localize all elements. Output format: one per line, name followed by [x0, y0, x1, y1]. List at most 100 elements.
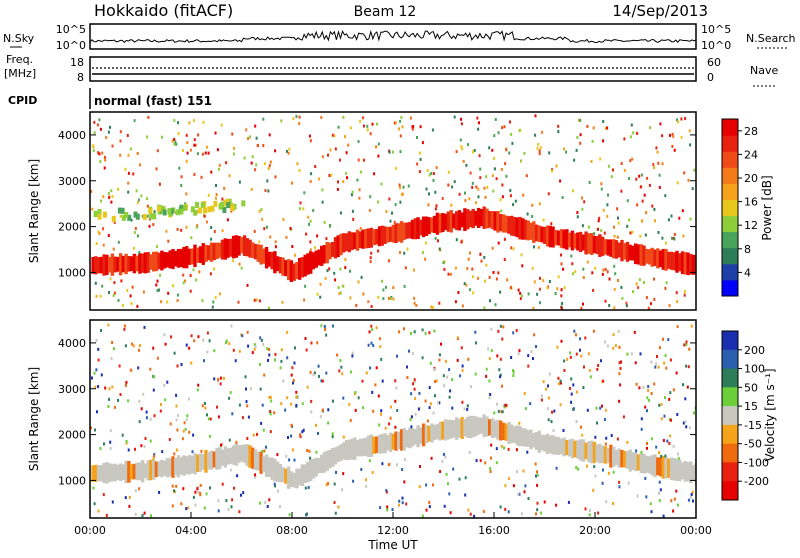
scatter-point: [138, 487, 141, 491]
scatter-point: [189, 148, 192, 152]
echo-column: [576, 440, 580, 459]
echo-column: [477, 207, 481, 228]
scatter-point: [316, 341, 319, 345]
scatter-point: [176, 227, 179, 231]
scatter-point: [563, 286, 566, 290]
scatter-point: [225, 339, 228, 343]
scatter-point: [432, 179, 435, 182]
echo-column: [625, 241, 630, 262]
scatter-point: [408, 349, 410, 353]
echo-column: [482, 206, 486, 229]
scatter-point: [133, 119, 136, 123]
upper-echo: [102, 211, 107, 218]
scatter-point: [321, 188, 324, 192]
scatter-point: [185, 343, 188, 347]
scatter-point: [600, 359, 602, 363]
scatter-point: [146, 204, 149, 208]
scatter-point: [330, 173, 333, 177]
scatter-point: [309, 456, 312, 460]
echo-column: [584, 231, 588, 255]
scatter-point: [365, 371, 368, 375]
echo-column: [275, 256, 280, 272]
scatter-point: [662, 439, 665, 442]
scatter-point: [395, 166, 398, 170]
scatter-point: [691, 187, 694, 191]
scatter-point: [217, 167, 220, 171]
scatter-point: [658, 480, 661, 484]
scatter-point: [685, 364, 688, 368]
echo-column: [292, 472, 296, 488]
scatter-point: [327, 408, 330, 412]
scatter-point: [563, 359, 566, 363]
upper-echo: [124, 212, 129, 218]
x-tick-label: 12:00: [377, 524, 409, 537]
scatter-point: [670, 214, 673, 218]
echo-column: [179, 248, 183, 268]
scatter-point: [351, 351, 354, 355]
scatter-point: [470, 385, 472, 389]
scatter-point: [374, 383, 377, 387]
echo-column: [309, 251, 313, 274]
scatter-point: [375, 366, 378, 370]
scatter-point: [401, 501, 404, 505]
echo-column: [606, 447, 610, 464]
scatter-point: [253, 343, 256, 347]
scatter-point: [95, 339, 98, 342]
scatter-point: [610, 434, 613, 437]
echo-column: [314, 457, 318, 477]
echo-column: [226, 238, 230, 258]
scatter-point: [619, 383, 622, 387]
scatter-point: [340, 365, 343, 369]
scatter-point: [230, 505, 233, 509]
scatter-point: [631, 157, 634, 161]
scatter-point: [665, 281, 668, 285]
scatter-point: [434, 207, 437, 211]
scatter-point: [171, 504, 174, 508]
scatter-point: [118, 364, 121, 368]
scatter-point: [612, 168, 614, 172]
echo-column: [138, 253, 142, 274]
scatter-point: [503, 258, 506, 261]
scatter-point: [295, 390, 298, 394]
scatter-point: [136, 234, 139, 238]
echo-column: [311, 458, 316, 479]
scatter-point: [442, 261, 445, 265]
scatter-point: [138, 250, 141, 254]
scatter-point: [98, 232, 101, 236]
scatter-point: [219, 376, 222, 380]
scatter-point: [675, 371, 678, 375]
echo-column: [501, 422, 506, 440]
echo-column: [678, 253, 682, 272]
echo-column: [576, 232, 580, 251]
scatter-point: [256, 144, 259, 148]
echo-column: [353, 232, 357, 250]
scatter-point: [612, 502, 615, 505]
scatter-point: [626, 224, 629, 228]
echo-column: [325, 241, 329, 264]
scatter-point: [490, 349, 493, 353]
scatter-point: [575, 148, 578, 152]
scatter-point: [442, 452, 445, 456]
scatter-point: [474, 372, 477, 376]
scatter-point: [123, 327, 126, 331]
scatter-point: [250, 187, 253, 191]
scatter-point: [193, 143, 196, 147]
scatter-point: [198, 270, 201, 274]
scatter-point: [261, 217, 264, 221]
scatter-point: [119, 153, 122, 157]
scatter-point: [156, 149, 159, 153]
echo-column: [317, 457, 321, 474]
scatter-point: [617, 330, 620, 333]
scatter-point: [597, 511, 600, 515]
scatter-point: [269, 412, 272, 416]
scatter-point: [466, 404, 469, 408]
scatter-point: [201, 404, 204, 408]
scatter-point: [479, 176, 482, 180]
scatter-point: [351, 190, 354, 194]
echo-column: [287, 259, 291, 281]
scatter-point: [419, 465, 421, 468]
power-colorbar-tick: 4: [744, 266, 751, 279]
scatter-point: [101, 284, 104, 288]
scatter-point: [557, 124, 560, 128]
scatter-point: [501, 195, 504, 199]
